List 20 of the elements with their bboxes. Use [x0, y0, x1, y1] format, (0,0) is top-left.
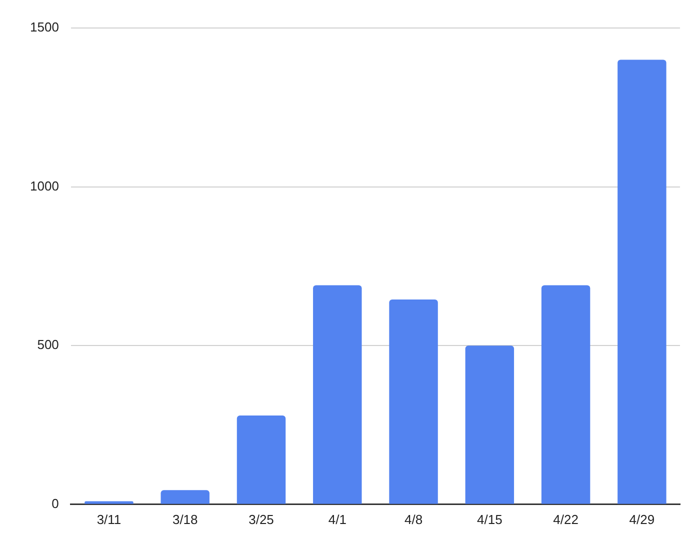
bar [465, 346, 514, 504]
bar [313, 285, 362, 504]
y-tick-label: 0 [52, 496, 59, 511]
bar [160, 490, 210, 504]
x-tick-label: 4/8 [404, 512, 423, 527]
x-tick-label: 4/1 [328, 512, 346, 527]
bar [84, 501, 134, 504]
y-tick-label: 1000 [30, 178, 59, 194]
bar [541, 285, 590, 504]
y-tick-label: 1500 [30, 20, 59, 35]
y-tick-label: 500 [37, 337, 59, 352]
bar [236, 415, 286, 504]
bar [618, 60, 666, 504]
x-tick-label: 3/25 [248, 512, 274, 527]
x-tick-label: 3/18 [172, 512, 198, 527]
x-tick-label: 4/22 [553, 512, 578, 527]
x-tick-label: 3/11 [96, 512, 122, 527]
x-tick-label: 4/29 [629, 512, 655, 527]
bar [389, 300, 438, 504]
x-tick-label: 4/15 [477, 512, 502, 527]
